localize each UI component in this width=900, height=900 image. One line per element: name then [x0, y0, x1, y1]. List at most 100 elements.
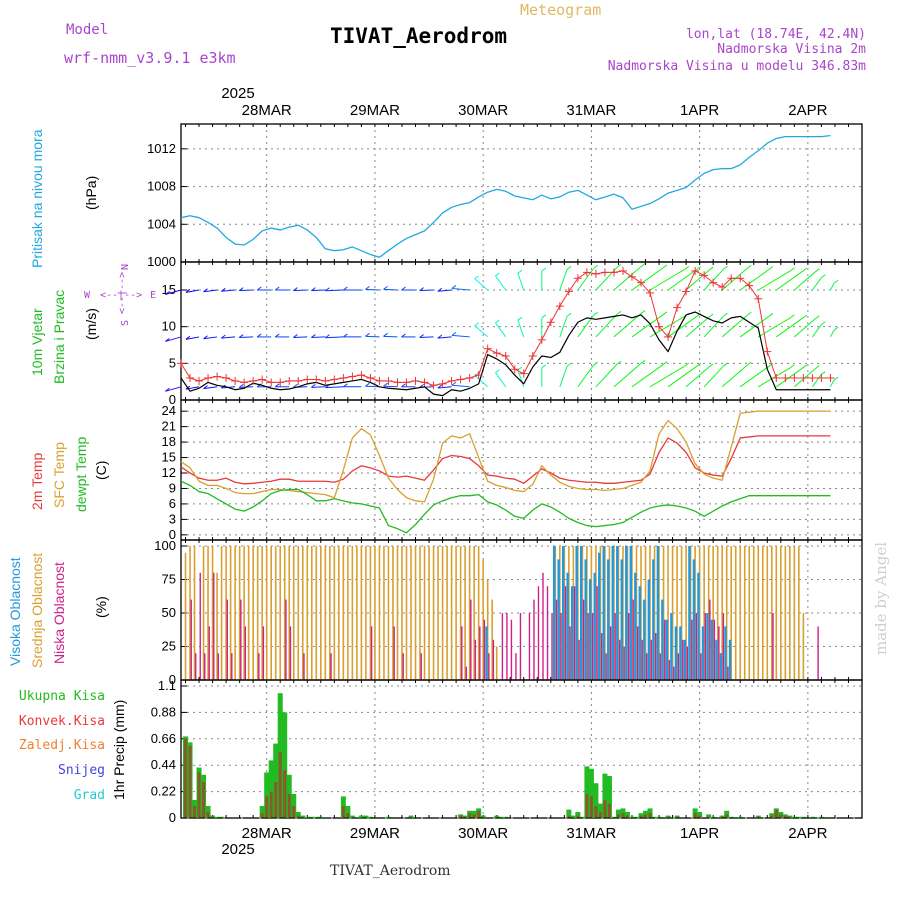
- wind-barb-head: [221, 287, 226, 292]
- y-tick-label: 1008: [147, 179, 176, 194]
- precip-conv-bar: [265, 796, 269, 818]
- y-tick-label: 18: [162, 434, 176, 449]
- wind-vector: [811, 374, 822, 388]
- wind-barb-head: [768, 313, 774, 317]
- wind-barb-head: [768, 266, 774, 270]
- wind-barb-head: [293, 384, 298, 388]
- wind-barb-head: [474, 275, 479, 280]
- wind-vector: [667, 269, 698, 291]
- precip-total-bar: [358, 815, 364, 818]
- wind-vector: [559, 316, 568, 338]
- wind-vector: [794, 318, 816, 338]
- wind-barb-head: [616, 310, 622, 315]
- precip-conv-bar: [621, 813, 625, 818]
- legend-total-rain: Ukupna Kisa: [19, 689, 105, 704]
- precip-total-bar: [737, 816, 743, 818]
- precip-total-bar: [652, 816, 658, 818]
- precip-conv-bar: [472, 814, 476, 818]
- wind-vector: [739, 365, 770, 388]
- precip-conv-bar: [756, 816, 760, 818]
- y-tick-label: 0.44: [151, 757, 176, 772]
- wind-vector: [667, 365, 698, 388]
- wind-vector: [165, 289, 182, 295]
- precip-conv-bar: [585, 794, 589, 818]
- wind-vector: [203, 386, 218, 390]
- y-tick-label: 25: [162, 639, 176, 654]
- wind-vector: [685, 269, 710, 291]
- y-tick-label: 0: [169, 810, 176, 825]
- wind-barb-head: [437, 384, 443, 389]
- wind-vector: [829, 329, 835, 338]
- wind-barb-head: [541, 314, 547, 319]
- wind-vector: [293, 336, 308, 339]
- y-tick-label: 0.88: [151, 704, 176, 719]
- precip-conv-bar: [468, 813, 472, 818]
- precip-conv-bar: [269, 791, 273, 818]
- wind-barb-head: [274, 333, 280, 338]
- wind-barb-head: [203, 385, 208, 390]
- y-tick-label: 1000: [147, 254, 176, 269]
- wind-barb-head: [325, 334, 330, 339]
- wind-barb-head: [165, 338, 170, 342]
- wind-title-line1: 10m Vjetar: [29, 308, 45, 376]
- wind-barb-head: [593, 264, 598, 269]
- precip-total-bar: [800, 816, 806, 818]
- wind-vector: [811, 277, 822, 291]
- precip-conv-bar: [625, 815, 629, 818]
- day-label-bottom: 1APR: [680, 825, 719, 842]
- precip-total-bar: [706, 814, 712, 818]
- wind-barb-head: [238, 384, 244, 388]
- precip-conv-bar: [616, 814, 620, 818]
- wind-barb-head: [833, 326, 839, 331]
- precip-conv-bar: [495, 816, 499, 818]
- precip-total-bar: [264, 772, 270, 818]
- precip-total-bar: [503, 816, 509, 818]
- precip-total-bar: [579, 816, 585, 818]
- wind-barb-head: [684, 362, 690, 367]
- wind-barb-head: [238, 287, 244, 292]
- y-tick-label: 0.22: [151, 784, 176, 799]
- wind-vector: [649, 365, 685, 388]
- bottom-day-labels: 28MAR 29MAR 30MAR 31MAR 1APR 2APR: [242, 825, 828, 842]
- precip-total-bar: [313, 816, 319, 818]
- precip-conv-bar: [193, 806, 197, 818]
- wind-vector: [517, 320, 525, 338]
- pressure-panel: 1000 1004 1008 1012: [147, 123, 863, 269]
- elevation-label: Nadmorska Visina 2m: [717, 42, 866, 57]
- cloud-mid-title: Srednja Oblacnost: [29, 553, 45, 668]
- wind-vector: [559, 269, 568, 291]
- wind-vector: [311, 336, 326, 339]
- wind-barb-head: [451, 285, 457, 289]
- precip-conv-bar: [698, 815, 702, 818]
- precip-total-bar: [634, 816, 640, 818]
- precip-panel: 0 0.22 0.44 0.66 0.88 1.1: [151, 678, 863, 825]
- day-label-bottom: 29MAR: [350, 825, 400, 842]
- wind-barb-head: [640, 360, 646, 364]
- precip-total-bar: [697, 812, 703, 818]
- wind-vector: [185, 289, 200, 293]
- precip-conv-bar: [260, 813, 264, 818]
- precip-total-bar: [349, 815, 355, 818]
- wind-barb-head: [696, 362, 702, 367]
- precip-total-bar: [584, 766, 590, 818]
- pressure-title: Pritisak na nivou mora: [29, 129, 45, 268]
- precip-conv-bar: [693, 813, 697, 818]
- precip-total-bar: [295, 812, 301, 818]
- wind-vector: [559, 365, 568, 387]
- wind-vector: [595, 313, 618, 338]
- wind-barb-head: [723, 265, 728, 270]
- precip-legend: Ukupna Kisa Konvek.Kisa Zaledj.Kisa Snij…: [19, 689, 127, 803]
- wind-vector: [474, 325, 489, 338]
- precip-conv-bar: [639, 815, 643, 818]
- precip-total-bar: [345, 806, 351, 818]
- precip-conv-bar: [206, 812, 210, 818]
- wind-barb-head: [343, 333, 348, 338]
- wind-barb-head: [517, 269, 523, 274]
- precip-total-bar: [219, 816, 225, 818]
- wind-barb-head: [708, 313, 714, 318]
- wind-barb-head: [802, 364, 807, 369]
- wind-barb-head: [474, 322, 479, 327]
- wind-barb-head: [593, 361, 598, 366]
- wind-vector: [794, 271, 816, 291]
